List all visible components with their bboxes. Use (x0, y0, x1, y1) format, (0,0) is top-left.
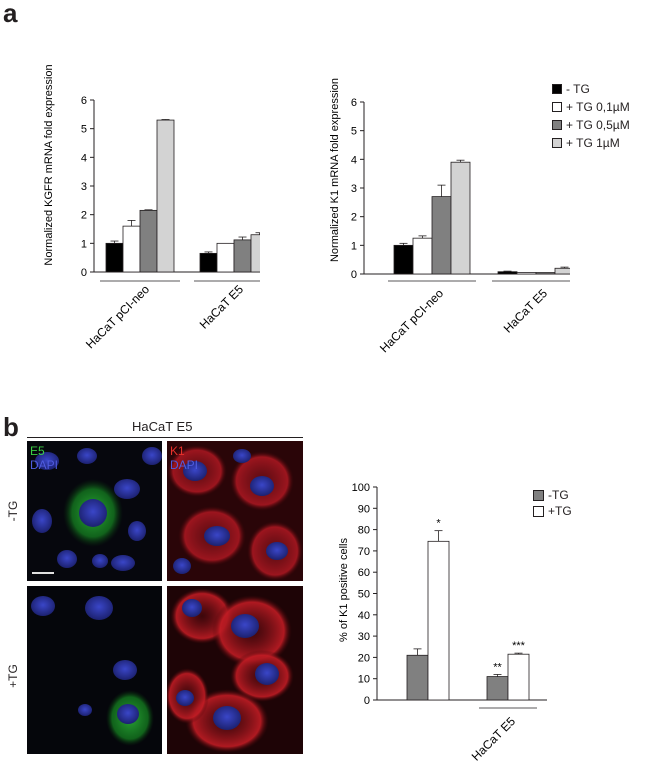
legend-item: -TG (533, 487, 569, 503)
micrograph-k1-treated (167, 586, 303, 754)
k1pos-y-tick-label: 10 (358, 674, 370, 686)
legend-swatch (552, 84, 562, 94)
k1-bar (516, 272, 537, 275)
label-k1: K1 (170, 444, 185, 458)
chart-k1-expression: 0 1 2 3 4 5 6 Normalized K1 mRNA fold expressio… (329, 78, 570, 355)
k1pos-bar (507, 653, 530, 701)
legend-panel-b: -TG +TG (533, 487, 613, 521)
k1pos-y-tick-label: 100 (352, 482, 370, 494)
legend-label: -TG (548, 488, 569, 502)
legend-label: + TG 0,1µM (566, 100, 630, 114)
kgfr-category-label: HaCaT pCI-neo (83, 282, 152, 351)
k1pos-bar (486, 676, 509, 701)
kgfr-y-tick-label: 5 (81, 124, 87, 136)
k1pos-significance-mark: *** (512, 640, 526, 652)
k1-y-tick-label: 6 (351, 97, 357, 109)
k1-bar (497, 271, 518, 275)
k1pos-y-tick-label: 70 (358, 546, 370, 558)
legend-swatch (533, 489, 544, 501)
panel-b-letter: b (3, 412, 19, 442)
kgfr-y-tick-label: 3 (81, 181, 87, 193)
k1pos-significance-mark: * (436, 518, 441, 530)
k1-y-axis-label: Normalized K1 mRNA fold expression (329, 78, 341, 262)
label-e5: E5 (30, 444, 45, 458)
legend-item: +TG (533, 503, 572, 519)
k1-y-tick-label: 2 (351, 212, 357, 224)
k1pos-y-tick-label: 0 (364, 695, 370, 707)
kgfr-y-tick-label: 6 (81, 95, 87, 107)
legend-swatch (533, 505, 544, 517)
legend-item: + TG 0,5µM (552, 116, 630, 134)
kgfr-bar (139, 209, 158, 273)
k1pos-bar (427, 540, 450, 701)
k1-bar (393, 244, 414, 275)
k1-y-tick-label: 0 (351, 269, 357, 281)
k1-bar (450, 161, 471, 275)
micrograph-e5-treated (27, 586, 162, 754)
micrograph-e5-untreated: E5 DAPI (27, 441, 162, 581)
k1pos-y-tick-label: 20 (358, 652, 370, 664)
kgfr-bar (156, 119, 175, 273)
kgfr-bar (216, 242, 235, 273)
k1pos-y-tick-label: 80 (358, 525, 370, 537)
k1pos-y-tick-label: 50 (358, 589, 370, 601)
k1-y-tick-label: 5 (351, 126, 357, 138)
label-dapi: DAPI (170, 458, 199, 472)
row-label-treated: +TG (6, 664, 20, 688)
chart-k1-positive-cells: 0 10 20 30 40 50 60 70 80 90 100 % of K1 positive c… (338, 482, 547, 764)
k1-category-label: HaCaT E5 (501, 286, 551, 336)
row-label-untreated: -TG (6, 500, 20, 522)
kgfr-category-label: HaCaT E5 (197, 282, 247, 332)
legend-item: + TG 0,1µM (552, 98, 630, 116)
legend-label: + TG 0,5µM (566, 118, 630, 132)
legend-swatch (552, 138, 562, 148)
micrograph-k1-untreated: K1 DAPI (167, 441, 303, 581)
k1-y-tick-label: 4 (351, 154, 357, 166)
k1pos-y-axis-label: % of K1 positive cells (338, 538, 350, 642)
image-title-rule (27, 437, 303, 438)
k1-bar (412, 237, 433, 275)
k1-y-tick-label: 1 (351, 240, 357, 252)
legend-label: - TG (566, 82, 590, 96)
kgfr-bar (250, 234, 260, 273)
k1-category-label: HaCaT pCI-neo (377, 286, 446, 355)
k1-bar (431, 196, 452, 275)
kgfr-y-tick-label: 1 (81, 238, 87, 250)
k1-bar (535, 272, 556, 275)
chart-kgfr-expression: 0 1 2 3 4 5 6 Normalized KGFR mRNA fold express… (43, 64, 260, 351)
kgfr-y-tick-label: 4 (81, 152, 87, 164)
legend-label: +TG (548, 504, 572, 518)
kgfr-y-tick-label: 0 (81, 267, 87, 279)
k1pos-y-tick-label: 40 (358, 610, 370, 622)
kgfr-bar (105, 242, 124, 273)
legend-swatch (552, 102, 562, 112)
k1pos-y-tick-label: 90 (358, 503, 370, 515)
k1pos-category-label: HaCaT E5 (469, 714, 519, 764)
kgfr-bar (199, 252, 218, 273)
k1pos-bar (406, 654, 429, 701)
k1-y-tick-label: 3 (351, 183, 357, 195)
label-dapi: DAPI (30, 458, 59, 472)
image-title: HaCaT E5 (132, 419, 193, 434)
k1-bar (554, 267, 570, 275)
kgfr-y-axis-label: Normalized KGFR mRNA fold expression (43, 64, 55, 265)
k1pos-significance-mark: ** (493, 661, 502, 673)
panel-a-letter: a (3, 0, 18, 28)
legend-item: + TG 1µM (552, 134, 620, 152)
k1pos-y-tick-label: 30 (358, 631, 370, 643)
kgfr-y-tick-label: 2 (81, 210, 87, 222)
legend-panel-a: - TG + TG 0,1µM + TG 0,5µM + TG 1µM (552, 80, 649, 152)
legend-swatch (552, 120, 562, 130)
legend-item: - TG (552, 80, 590, 98)
kgfr-bar (233, 239, 252, 273)
k1pos-y-tick-label: 60 (358, 567, 370, 579)
kgfr-bar (122, 225, 141, 273)
legend-label: + TG 1µM (566, 136, 620, 150)
